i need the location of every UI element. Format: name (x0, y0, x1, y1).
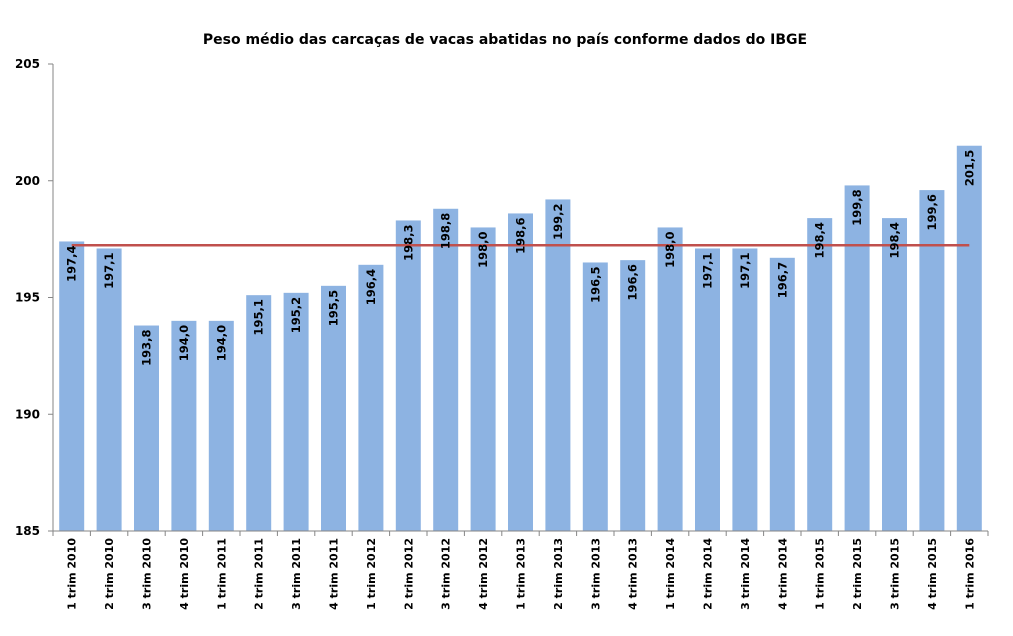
x-tick-label: 3 trim 2014 (739, 538, 752, 610)
bar (508, 213, 533, 531)
bar (695, 248, 720, 531)
y-tick-label: 205 (15, 57, 40, 71)
data-label: 198,0 (663, 231, 677, 267)
x-tick-label: 2 trim 2012 (402, 538, 415, 610)
x-tick-label: 2 trim 2014 (702, 538, 715, 610)
data-label: 196,4 (364, 269, 378, 305)
data-label: 196,7 (775, 262, 789, 298)
bar (470, 227, 496, 531)
bar (134, 325, 159, 531)
bar (208, 320, 234, 531)
bar (582, 262, 608, 531)
bar (545, 199, 571, 531)
x-tick-label: 1 trim 2014 (664, 538, 677, 610)
data-label: 196,6 (626, 264, 640, 300)
chart-title: Peso médio das carcaças de vacas abatida… (203, 32, 807, 48)
x-tick-label: 4 trim 2015 (926, 538, 939, 610)
x-tick-label: 4 trim 2014 (776, 538, 789, 610)
bar (246, 295, 272, 531)
bar (844, 185, 870, 532)
bar (769, 257, 795, 531)
x-tick-label: 3 trim 2011 (290, 538, 303, 610)
data-label: 195,1 (252, 299, 266, 335)
data-label: 197,1 (701, 252, 715, 288)
data-label: 198,4 (888, 222, 902, 258)
data-label: 193,8 (140, 330, 154, 366)
y-tick-label: 190 (15, 407, 40, 421)
x-tick-label: 2 trim 2011 (253, 538, 266, 610)
y-tick-label: 195 (15, 291, 40, 305)
x-tick-label: 4 trim 2010 (178, 538, 191, 610)
x-tick-label: 3 trim 2015 (889, 538, 902, 610)
x-tick-label: 4 trim 2011 (328, 538, 341, 610)
bar (807, 218, 833, 532)
bar (321, 285, 346, 531)
data-label: 199,2 (551, 203, 565, 239)
bar (171, 320, 197, 531)
data-label: 197,4 (65, 245, 79, 281)
bar (732, 248, 758, 531)
bar (96, 248, 122, 531)
bar (956, 145, 982, 531)
bar (919, 190, 945, 531)
x-tick-label: 3 trim 2013 (589, 538, 602, 610)
data-label: 201,5 (962, 150, 976, 186)
x-axis: 1 trim 2010 2 trim 2010 3 trim 2010 4 trim … (52, 530, 989, 610)
data-label: 199,6 (925, 194, 939, 230)
bar (882, 218, 907, 532)
y-axis: 185 190 195 200 205 (15, 57, 54, 538)
data-label: 195,5 (327, 290, 341, 326)
x-tick-label: 4 trim 2013 (627, 538, 640, 610)
bar (59, 241, 85, 531)
x-tick-label: 2 trim 2013 (552, 538, 565, 610)
x-tick-label: 4 trim 2012 (477, 538, 490, 610)
x-tick-label: 1 trim 2011 (215, 538, 228, 610)
data-label: 198,8 (439, 213, 453, 249)
x-tick-label: 1 trim 2015 (814, 538, 827, 610)
data-label: 197,1 (738, 252, 752, 288)
bar (620, 260, 646, 531)
x-tick-label: 1 trim 2013 (515, 538, 528, 610)
x-tick-label: 2 trim 2015 (851, 538, 864, 610)
bars (59, 145, 982, 532)
data-label: 199,8 (850, 189, 864, 225)
data-labels: 197,4 197,1 193,8 194,0 194,0 195,1 195,2 195,5… (65, 150, 977, 366)
x-tick-label: 3 trim 2010 (141, 538, 154, 610)
bar (433, 208, 459, 531)
x-tick-label: 1 trim 2012 (365, 538, 378, 610)
data-label: 195,2 (289, 297, 303, 333)
data-label: 194,0 (214, 325, 228, 361)
bar (283, 292, 309, 531)
data-label: 196,5 (588, 266, 602, 302)
data-label: 198,0 (476, 231, 490, 267)
x-tick-label: 3 trim 2012 (440, 538, 453, 610)
data-label: 198,4 (813, 222, 827, 258)
bar (657, 227, 683, 531)
y-tick-label: 200 (15, 174, 40, 188)
data-label: 198,3 (401, 224, 415, 260)
bar (395, 220, 421, 531)
x-tick-label: 1 trim 2010 (66, 538, 79, 610)
data-label: 198,6 (514, 217, 528, 253)
bar (358, 264, 384, 531)
data-label: 194,0 (177, 325, 191, 361)
x-tick-label: 2 trim 2010 (103, 538, 116, 610)
data-label: 197,1 (102, 252, 116, 288)
x-tick-label: 1 trim 2016 (963, 538, 976, 610)
y-tick-label: 185 (15, 524, 40, 538)
